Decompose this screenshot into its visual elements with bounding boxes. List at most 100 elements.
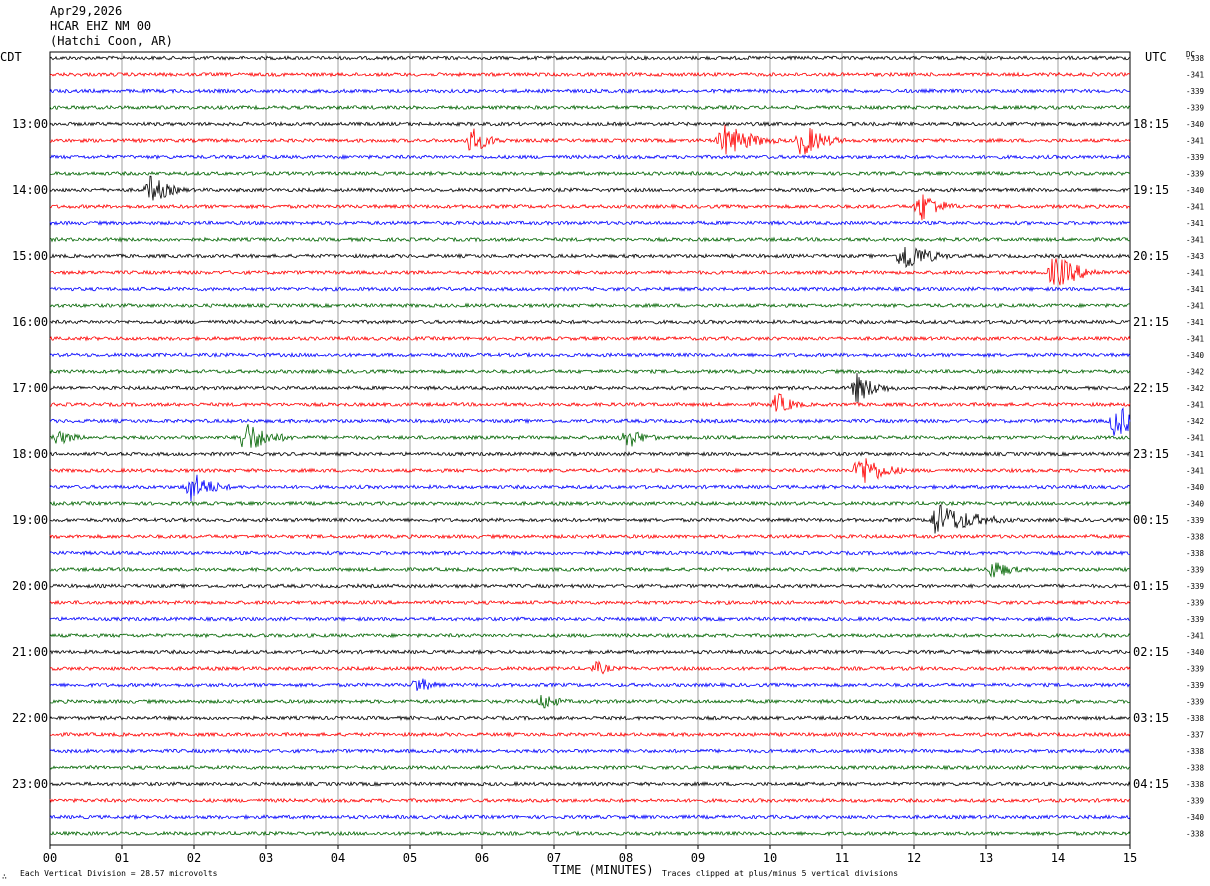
utc-hour-label: 02:15 (1133, 645, 1169, 659)
trace-line (49, 714, 1131, 722)
cdt-hour-label: 22:00 (12, 711, 48, 725)
dc-offset-label: -340 (1186, 351, 1205, 360)
x-tick-label: 12 (907, 851, 921, 865)
dc-offset-label: -341 (1186, 401, 1204, 410)
trace-line (49, 748, 1131, 755)
dc-offset-label: -338 (1186, 747, 1205, 756)
trace-line (49, 764, 1131, 771)
dc-offset-label: -340 (1186, 500, 1205, 509)
trace-line (49, 500, 1131, 507)
dc-offset-label: -341 (1186, 219, 1204, 228)
cdt-hour-label: 16:00 (12, 315, 48, 329)
header-date: Apr29,2026 (50, 4, 123, 18)
trace-line (49, 286, 1131, 293)
utc-hour-label: 00:15 (1133, 513, 1169, 527)
dc-offset-label: -340 (1186, 483, 1205, 492)
axis-labels: -338 -341 -339 -339 -340 -341 -339 -339 -340 -341… (0, 50, 1205, 881)
trace-line (49, 392, 1131, 412)
dc-offset-label: -341 (1186, 71, 1204, 80)
trace-line (49, 258, 1131, 286)
trace-line (49, 616, 1131, 623)
trace-line (49, 678, 1131, 691)
dc-offset-label: -339 (1186, 87, 1204, 96)
x-tick-label: 00 (43, 851, 57, 865)
x-tick-label: 01 (115, 851, 129, 865)
x-tick-label: 03 (259, 851, 273, 865)
utc-axis-label: UTC (1145, 50, 1167, 64)
dc-offset-label: -338 (1186, 549, 1205, 558)
trace-line (49, 175, 1130, 201)
dc-offset-label: -338 (1186, 830, 1205, 839)
dc-offset-label: -341 (1186, 285, 1204, 294)
dc-offset-label: -339 (1186, 170, 1204, 179)
x-tick-label: 15 (1123, 851, 1137, 865)
utc-hour-label: 22:15 (1133, 381, 1169, 395)
utc-hour-label: 19:15 (1133, 183, 1169, 197)
trace-line (49, 562, 1131, 578)
trace-line (49, 813, 1131, 821)
trace-line (49, 648, 1131, 656)
trace-line (49, 632, 1131, 639)
dc-offset-label: -341 (1186, 302, 1204, 311)
logo-mark: ∴ (2, 872, 7, 881)
dc-offset-label: -341 (1186, 318, 1204, 327)
x-tick-label: 05 (403, 851, 417, 865)
dc-offset-label: -341 (1186, 467, 1204, 476)
utc-hour-label: 03:15 (1133, 711, 1169, 725)
scale-note: Each Vertical Division = 28.57 microvolt… (20, 869, 218, 878)
x-tick-label: 09 (691, 851, 705, 865)
cdt-hour-label: 17:00 (12, 381, 48, 395)
trace-line (49, 781, 1131, 787)
trace-line (49, 549, 1131, 557)
trace-line (49, 88, 1131, 95)
grid-lines (49, 51, 1131, 849)
trace-line (49, 533, 1131, 540)
trace-line (49, 124, 1131, 155)
dc-offset-label: -339 (1186, 797, 1204, 806)
trace-line (49, 236, 1131, 243)
x-tick-label: 13 (979, 851, 993, 865)
dc-offset-label: -338 (1186, 533, 1205, 542)
dc-offset-label: -341 (1186, 434, 1204, 443)
x-tick-label: 11 (835, 851, 849, 865)
x-tick-label: 08 (619, 851, 633, 865)
x-tick-label: 04 (331, 851, 345, 865)
trace-line (49, 373, 1131, 403)
plot-frame (49, 51, 1131, 846)
utc-hour-label: 23:15 (1133, 447, 1169, 461)
trace-line (49, 797, 1131, 804)
dc-offset-label: -341 (1186, 236, 1204, 245)
trace-line (49, 731, 1131, 738)
trace-line (49, 458, 1131, 483)
x-tick-label: 14 (1051, 851, 1065, 865)
dc-offset-label: -341 (1186, 269, 1204, 278)
cdt-hour-label: 20:00 (12, 579, 48, 593)
cdt-hour-label: 13:00 (12, 117, 48, 131)
dc-offset-label: -337 (1186, 731, 1204, 740)
dc-offset-label: -341 (1186, 335, 1204, 344)
trace-line (49, 104, 1131, 111)
utc-hour-label: 18:15 (1133, 117, 1169, 131)
x-tick-label: 07 (547, 851, 561, 865)
trace-line (50, 246, 1131, 269)
trace-line (49, 335, 1131, 342)
trace-line (49, 694, 1131, 709)
trace-line (49, 302, 1131, 309)
header-location: (Hatchi Coon, AR) (50, 34, 173, 48)
seismic-traces (49, 54, 1131, 837)
dc-offset-label: -339 (1186, 599, 1204, 608)
trace-line (49, 407, 1131, 436)
dc-offset-label: -338 (1186, 764, 1205, 773)
utc-hour-label: 21:15 (1133, 315, 1169, 329)
trace-line (49, 54, 1131, 61)
trace-line (49, 220, 1131, 226)
trace-line (49, 474, 1131, 502)
dc-offset-label: -342 (1186, 384, 1204, 393)
dc-offset-label: -341 (1186, 450, 1204, 459)
dc-offset-label: -340 (1186, 120, 1205, 129)
header-station: HCAR EHZ NM 00 (50, 19, 152, 33)
dc-offset-label: -339 (1186, 153, 1204, 162)
trace-line (49, 120, 1131, 128)
dc-offset-label: -343 (1186, 252, 1204, 261)
